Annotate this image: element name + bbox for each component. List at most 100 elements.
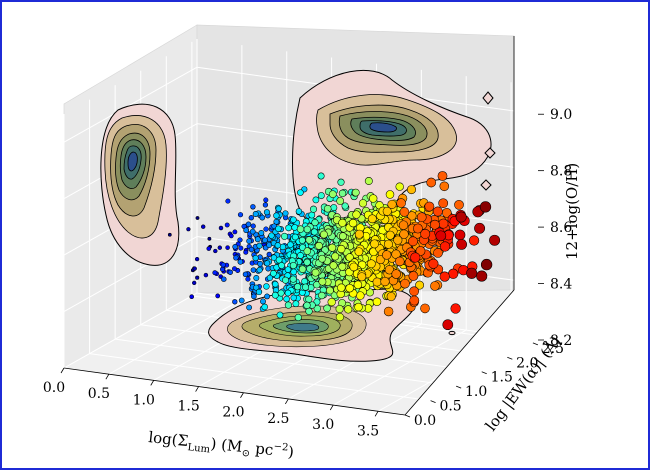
- scatter-points: [167, 171, 501, 331]
- scatter-point: [291, 224, 299, 231]
- scatter-point: [311, 268, 320, 277]
- grid-y-floor: [115, 338, 457, 387]
- scatter-point: [309, 205, 318, 213]
- scatter-point: [245, 221, 252, 228]
- scatter-point: [217, 245, 222, 250]
- scatter-point: [395, 182, 404, 191]
- z-tick-label: 8.6: [550, 220, 572, 236]
- scatter-point: [225, 245, 230, 250]
- grid-x-floor: [108, 298, 243, 375]
- scatter-point: [318, 254, 326, 263]
- grid-z-left: [63, 66, 198, 143]
- scatter-point: [345, 253, 354, 262]
- grid-x-floor: [377, 335, 512, 412]
- scatter-point: [263, 283, 270, 290]
- scatter-point: [476, 270, 488, 282]
- y-tick-label: 1.0: [465, 384, 487, 400]
- scatter-point: [290, 216, 297, 223]
- scatter-point: [194, 256, 200, 262]
- scatter-point: [439, 181, 450, 192]
- scatter-point: [295, 208, 303, 215]
- scatter-point: [303, 258, 311, 266]
- scatter-point: [303, 247, 312, 255]
- scatter-point: [310, 228, 318, 236]
- scatter-point: [290, 268, 297, 276]
- grid-x-floor: [332, 329, 467, 406]
- y-tick: [507, 356, 513, 360]
- scatter-point: [256, 266, 263, 274]
- scatter-point: [385, 230, 395, 240]
- scatter-point: [268, 232, 275, 239]
- scatter-point: [301, 283, 310, 291]
- scatter-point: [341, 202, 349, 210]
- x-tick-label: 1.5: [177, 399, 199, 415]
- x-tick-label: 2.5: [267, 411, 289, 427]
- scatter-point: [227, 269, 233, 275]
- x-tick: [240, 392, 244, 398]
- scatter-point: [263, 209, 270, 216]
- scatter-point: [354, 302, 363, 312]
- scatter-point: [382, 206, 392, 216]
- scatter-point: [192, 266, 197, 271]
- scatter-point: [201, 224, 206, 229]
- scatter-point: [375, 254, 386, 265]
- scatter-point: [352, 210, 361, 219]
- scatter-point: [218, 225, 224, 231]
- scatter-point: [429, 219, 440, 230]
- scatter-point: [292, 300, 300, 308]
- scatter-point: [338, 232, 347, 241]
- scatter-point: [186, 227, 191, 232]
- scatter-point: [259, 214, 266, 221]
- scatter-point: [399, 229, 409, 239]
- scatter-point: [243, 227, 250, 234]
- scatter-point: [277, 289, 285, 297]
- y-tick-label: 0.0: [414, 413, 436, 429]
- scatter-point: [275, 205, 282, 212]
- scatter-point: [337, 178, 345, 186]
- scatter-point: [221, 276, 227, 282]
- x-tick-label: 2.0: [222, 405, 244, 421]
- scatter-point: [474, 222, 486, 234]
- scatter-point: [398, 220, 409, 230]
- scatter-point: [364, 177, 373, 185]
- scatter-point: [415, 246, 426, 256]
- scatter-point: [408, 236, 418, 247]
- scatter-point: [382, 250, 392, 260]
- scatter-point: [245, 276, 251, 282]
- scatter-point: [189, 294, 194, 299]
- scatter-point: [246, 238, 252, 244]
- scatter-point: [328, 190, 337, 199]
- scatter-point: [433, 248, 443, 258]
- x-tick: [374, 411, 379, 417]
- scatter-point: [383, 306, 394, 317]
- scatter-point: [215, 293, 221, 299]
- scatter-point: [439, 241, 451, 252]
- z-tick-label: 8.8: [550, 164, 572, 180]
- scatter-point: [393, 235, 403, 245]
- scatter-point: [315, 241, 323, 250]
- scatter-point: [399, 207, 410, 217]
- scatter-point: [252, 255, 259, 262]
- scatter-point: [256, 242, 263, 249]
- scatter-point: [432, 206, 443, 217]
- x-tick: [105, 373, 110, 380]
- y-tick: [532, 342, 539, 346]
- scatter-point: [386, 292, 396, 302]
- scatter-point: [317, 192, 325, 200]
- scatter-point: [369, 194, 378, 203]
- scatter-point: [264, 293, 270, 300]
- scatter-point: [349, 262, 359, 272]
- scatter-point: [438, 218, 449, 229]
- scatter-point: [448, 268, 459, 279]
- scatter-point: [220, 262, 226, 268]
- scatter-point: [354, 247, 364, 257]
- scatter-point: [325, 286, 334, 295]
- scatter-point: [308, 211, 316, 219]
- scatter-point: [391, 269, 401, 279]
- scatter-point: [337, 244, 346, 254]
- scatter-point: [489, 234, 501, 246]
- scatter-point: [407, 211, 417, 221]
- scatter-point: [408, 271, 419, 281]
- scatter-point: [317, 172, 325, 180]
- scatter-point: [261, 303, 268, 311]
